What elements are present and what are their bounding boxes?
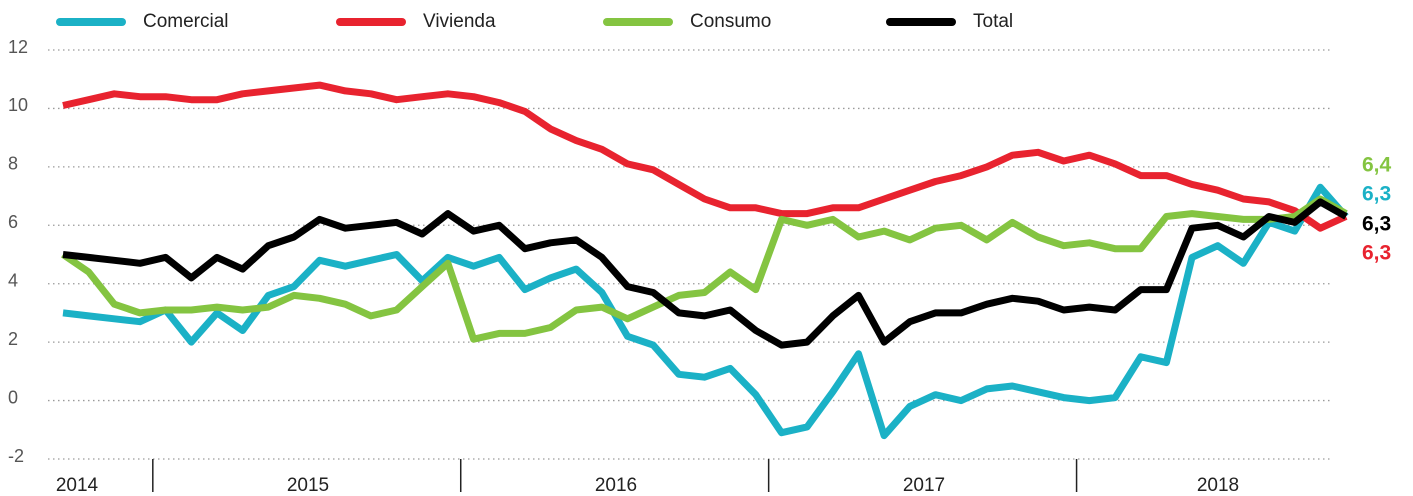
legend-label: Vivienda (423, 11, 496, 32)
x-tick-label: 2014 (56, 475, 99, 496)
y-tick-label: 4 (8, 270, 18, 290)
x-tick-label: 2016 (595, 475, 637, 496)
series-line (62, 81, 1348, 232)
y-tick-label: 6 (8, 212, 18, 232)
y-tick-label: 2 (8, 329, 18, 349)
series-line (62, 183, 1349, 440)
x-tick-label: 2015 (287, 475, 329, 496)
series-line (62, 198, 1348, 349)
series-line (61, 195, 1348, 343)
x-tick-label: 2018 (1197, 475, 1239, 496)
y-tick-label: 0 (8, 387, 18, 407)
legend-label: Consumo (690, 11, 771, 32)
y-tick-label: 12 (8, 37, 28, 57)
legend-label: Total (973, 11, 1013, 32)
y-tick-label: -2 (8, 446, 24, 466)
y-tick-label: 8 (8, 154, 18, 174)
end-label: 6,3 (1362, 242, 1391, 265)
x-tick-label: 2017 (903, 475, 945, 496)
end-label: 6,4 (1362, 154, 1392, 177)
end-label: 6,3 (1362, 213, 1391, 236)
end-label: 6,3 (1362, 183, 1391, 206)
legend-label: Comercial (143, 11, 229, 32)
y-tick-label: 10 (8, 95, 28, 115)
